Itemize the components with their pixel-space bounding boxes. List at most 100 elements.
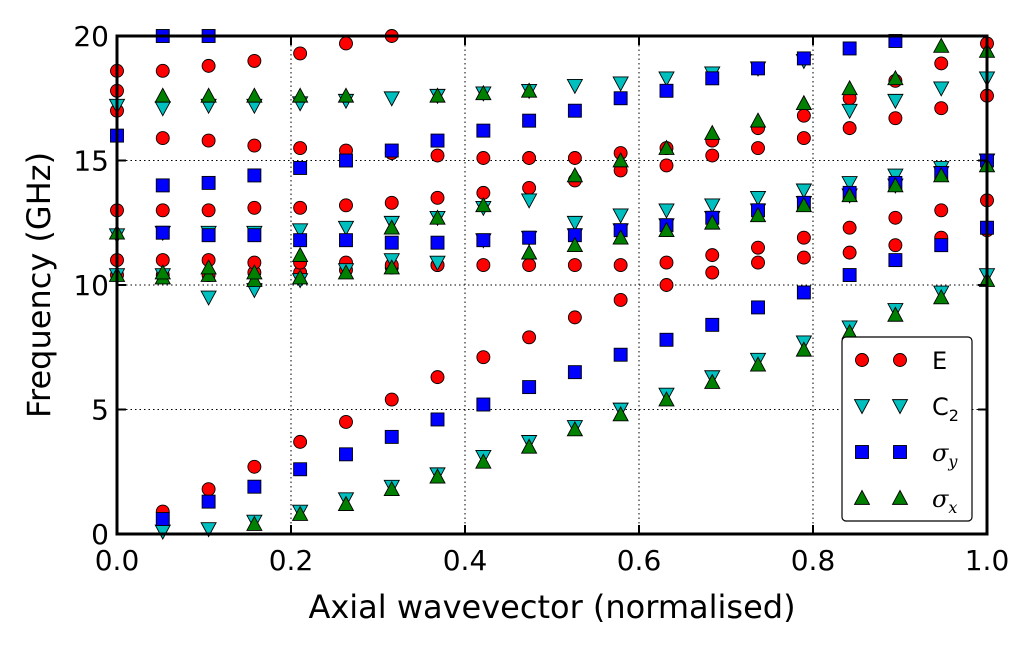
y-tick-label: 15: [73, 145, 109, 178]
data-point: [383, 259, 401, 275]
legend-label: σy: [932, 439, 958, 471]
legend: E C2 σy σx: [841, 336, 973, 522]
data-point: [705, 265, 720, 280]
data-point: [705, 248, 720, 263]
data-point: [476, 233, 491, 248]
data-point: [246, 264, 263, 280]
data-point: [246, 271, 263, 287]
x-tick-label: 0.0: [95, 544, 140, 577]
data-point: [247, 200, 262, 215]
data-point: [932, 37, 950, 53]
data-point: [659, 83, 674, 98]
data-point: [201, 175, 216, 190]
data-point: [612, 406, 629, 422]
data-point: [658, 391, 675, 407]
data-point: [842, 245, 857, 260]
data-point: [293, 141, 308, 156]
data-point: [200, 87, 217, 103]
data-point: [339, 153, 353, 168]
data-point: [796, 230, 811, 245]
y-tick-label: 5: [91, 394, 109, 427]
data-point: [337, 220, 355, 237]
data-point: [429, 255, 446, 272]
x-axis-label: Axial wavevector (normalised): [308, 588, 795, 626]
data-point: [430, 148, 445, 163]
y-tick-label: 10: [73, 269, 109, 302]
data-point: [703, 198, 721, 214]
data-point: [430, 370, 445, 385]
data-point: [841, 103, 858, 120]
data-point: [932, 289, 950, 305]
data-point: [796, 250, 811, 265]
legend-marker: [855, 445, 869, 459]
data-point: [841, 186, 858, 203]
data-point: [200, 522, 217, 538]
data-point: [383, 480, 401, 497]
data-point: [201, 494, 216, 509]
data-point: [200, 266, 217, 282]
data-point: [888, 34, 903, 48]
data-point: [567, 310, 582, 325]
data-point: [749, 112, 767, 128]
data-point: [842, 121, 857, 136]
data-point: [522, 113, 537, 128]
data-point: [841, 176, 858, 192]
data-point: [795, 341, 813, 357]
data-point: [796, 285, 811, 300]
data-point: [337, 87, 355, 103]
legend-entry: σy: [855, 439, 958, 471]
data-point: [430, 133, 445, 148]
data-point: [705, 148, 720, 163]
data-point: [339, 36, 353, 51]
data-point: [796, 108, 811, 123]
data-point: [291, 246, 309, 262]
data-point: [200, 259, 217, 275]
data-point: [429, 87, 446, 103]
data-point: [291, 87, 309, 103]
data-point: [887, 93, 904, 110]
data-point: [384, 429, 399, 444]
data-point: [566, 236, 584, 252]
data-point: [520, 193, 538, 209]
data-point: [888, 238, 903, 253]
data-point: [888, 253, 903, 268]
data-point: [795, 94, 813, 111]
data-point: [429, 209, 446, 225]
data-point: [293, 46, 308, 61]
data-point: [932, 166, 950, 183]
data-point: [339, 233, 353, 248]
data-point: [934, 101, 949, 116]
data-point: [566, 78, 584, 95]
data-point: [155, 131, 170, 146]
x-tick-label: 1.0: [965, 544, 1010, 577]
data-point: [247, 479, 262, 494]
data-point: [659, 278, 674, 292]
data-point: [612, 229, 629, 245]
data-point: [522, 380, 537, 395]
data-point: [887, 176, 904, 193]
data-point: [201, 482, 216, 497]
data-point: [842, 220, 857, 235]
data-point: [155, 63, 170, 78]
data-point: [612, 76, 629, 92]
data-point: [339, 447, 353, 462]
data-point: [658, 71, 675, 87]
data-point: [429, 468, 446, 484]
data-point: [658, 203, 675, 219]
data-point: [384, 195, 399, 210]
data-point: [841, 79, 858, 96]
data-point: [201, 58, 216, 73]
data-point: [201, 228, 216, 243]
data-point: [293, 462, 308, 477]
data-point: [749, 191, 767, 207]
data-point: [796, 131, 811, 146]
data-point: [613, 292, 628, 307]
data-point: [154, 87, 172, 103]
data-point: [749, 356, 767, 372]
series-square: [110, 29, 994, 527]
data-point: [887, 69, 904, 86]
data-point: [751, 240, 765, 255]
data-point: [751, 141, 765, 156]
data-point: [522, 330, 537, 345]
data-point: [703, 373, 721, 389]
